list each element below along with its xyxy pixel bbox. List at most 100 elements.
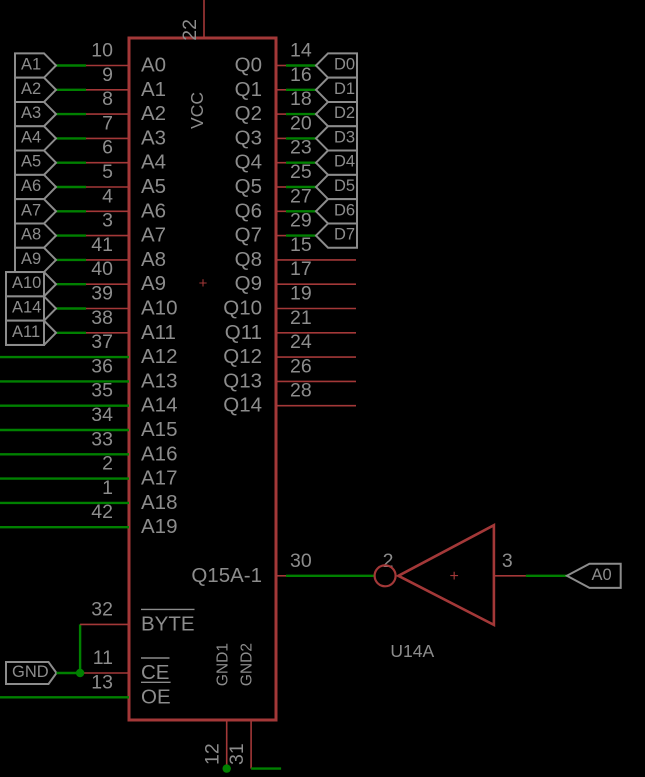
svg-text:GND2: GND2 bbox=[239, 643, 256, 686]
svg-text:2: 2 bbox=[102, 453, 113, 475]
svg-text:18: 18 bbox=[290, 88, 312, 110]
svg-text:Q5: Q5 bbox=[235, 175, 262, 198]
svg-text:32: 32 bbox=[91, 598, 113, 620]
svg-text:A7: A7 bbox=[141, 224, 166, 247]
svg-text:Q10: Q10 bbox=[223, 297, 262, 320]
svg-text:A3: A3 bbox=[21, 104, 41, 122]
svg-text:4: 4 bbox=[102, 185, 113, 207]
svg-text:A10: A10 bbox=[141, 297, 177, 320]
svg-text:Q2: Q2 bbox=[235, 102, 262, 125]
svg-text:3: 3 bbox=[102, 210, 113, 232]
svg-text:26: 26 bbox=[290, 355, 312, 377]
svg-text:3: 3 bbox=[502, 550, 513, 572]
svg-text:36: 36 bbox=[91, 355, 113, 377]
svg-text:A1: A1 bbox=[21, 56, 41, 74]
svg-text:Q12: Q12 bbox=[223, 345, 262, 368]
svg-text:D0: D0 bbox=[334, 56, 355, 74]
svg-text:42: 42 bbox=[91, 501, 113, 523]
svg-text:A1: A1 bbox=[141, 78, 166, 101]
svg-text:41: 41 bbox=[91, 234, 113, 256]
svg-text:19: 19 bbox=[290, 283, 312, 305]
svg-text:38: 38 bbox=[91, 307, 113, 329]
svg-text:GND: GND bbox=[12, 663, 49, 681]
svg-text:31: 31 bbox=[226, 743, 248, 765]
svg-text:+: + bbox=[449, 568, 458, 585]
svg-text:15: 15 bbox=[290, 234, 312, 256]
svg-text:A5: A5 bbox=[21, 153, 41, 171]
svg-text:20: 20 bbox=[290, 112, 312, 134]
svg-text:A5: A5 bbox=[141, 175, 166, 198]
svg-text:16: 16 bbox=[290, 64, 312, 86]
svg-text:14: 14 bbox=[290, 40, 312, 62]
svg-text:Q6: Q6 bbox=[235, 199, 262, 222]
svg-text:A8: A8 bbox=[21, 226, 41, 244]
svg-text:A19: A19 bbox=[141, 515, 177, 538]
svg-text:A3: A3 bbox=[141, 126, 166, 149]
svg-text:Q14: Q14 bbox=[223, 394, 262, 417]
svg-text:+: + bbox=[199, 275, 208, 292]
svg-text:A16: A16 bbox=[141, 442, 177, 465]
svg-text:37: 37 bbox=[91, 331, 113, 353]
svg-text:A9: A9 bbox=[21, 250, 41, 268]
svg-text:12: 12 bbox=[202, 743, 224, 765]
svg-text:10: 10 bbox=[91, 40, 113, 62]
svg-text:28: 28 bbox=[290, 380, 312, 402]
svg-text:Q15A-1: Q15A-1 bbox=[191, 564, 262, 587]
svg-text:CE: CE bbox=[141, 661, 169, 684]
svg-text:A14: A14 bbox=[12, 299, 41, 317]
svg-text:A7: A7 bbox=[21, 201, 41, 219]
svg-text:D7: D7 bbox=[334, 226, 355, 244]
svg-text:27: 27 bbox=[290, 185, 312, 207]
svg-text:40: 40 bbox=[91, 258, 113, 280]
svg-text:BYTE: BYTE bbox=[141, 612, 195, 635]
svg-text:D5: D5 bbox=[334, 177, 355, 195]
svg-text:GND1: GND1 bbox=[215, 643, 232, 686]
svg-text:A10: A10 bbox=[12, 274, 41, 292]
svg-text:8: 8 bbox=[102, 88, 113, 110]
svg-text:11: 11 bbox=[93, 647, 113, 669]
svg-text:25: 25 bbox=[290, 161, 312, 183]
svg-text:A13: A13 bbox=[141, 369, 177, 392]
svg-text:VCC: VCC bbox=[187, 92, 207, 129]
svg-text:D2: D2 bbox=[334, 104, 355, 122]
svg-text:34: 34 bbox=[91, 404, 113, 426]
svg-text:30: 30 bbox=[290, 550, 312, 572]
svg-text:13: 13 bbox=[91, 671, 113, 693]
svg-text:35: 35 bbox=[91, 380, 113, 402]
svg-text:5: 5 bbox=[102, 161, 113, 183]
svg-text:A14: A14 bbox=[141, 394, 177, 417]
svg-text:A6: A6 bbox=[21, 177, 41, 195]
svg-text:29: 29 bbox=[290, 210, 312, 232]
svg-text:Q9: Q9 bbox=[235, 272, 262, 295]
svg-text:A2: A2 bbox=[141, 102, 166, 125]
svg-text:Q11: Q11 bbox=[225, 321, 262, 344]
svg-text:A0: A0 bbox=[591, 566, 611, 584]
svg-text:A11: A11 bbox=[141, 321, 176, 344]
svg-text:33: 33 bbox=[91, 428, 113, 450]
svg-text:A4: A4 bbox=[141, 151, 166, 174]
svg-text:A17: A17 bbox=[141, 467, 177, 490]
svg-text:23: 23 bbox=[290, 137, 312, 159]
svg-text:9: 9 bbox=[102, 64, 113, 86]
svg-text:39: 39 bbox=[91, 283, 113, 305]
svg-text:Q4: Q4 bbox=[235, 151, 262, 174]
svg-text:A18: A18 bbox=[141, 491, 177, 514]
svg-text:A4: A4 bbox=[21, 128, 41, 146]
svg-text:D3: D3 bbox=[334, 128, 355, 146]
svg-text:A2: A2 bbox=[21, 80, 41, 98]
svg-text:A12: A12 bbox=[141, 345, 177, 368]
svg-text:Q8: Q8 bbox=[235, 248, 262, 271]
svg-text:6: 6 bbox=[102, 137, 113, 159]
svg-text:Q3: Q3 bbox=[235, 126, 262, 149]
svg-text:A8: A8 bbox=[141, 248, 166, 271]
svg-text:17: 17 bbox=[290, 258, 312, 280]
svg-text:Q1: Q1 bbox=[235, 78, 262, 101]
svg-text:22: 22 bbox=[179, 19, 201, 41]
svg-text:OE: OE bbox=[141, 685, 171, 708]
svg-text:A15: A15 bbox=[141, 418, 177, 441]
svg-text:A6: A6 bbox=[141, 199, 166, 222]
svg-text:21: 21 bbox=[290, 307, 312, 329]
svg-text:D6: D6 bbox=[334, 201, 355, 219]
svg-text:7: 7 bbox=[102, 112, 113, 134]
svg-text:24: 24 bbox=[290, 331, 312, 353]
